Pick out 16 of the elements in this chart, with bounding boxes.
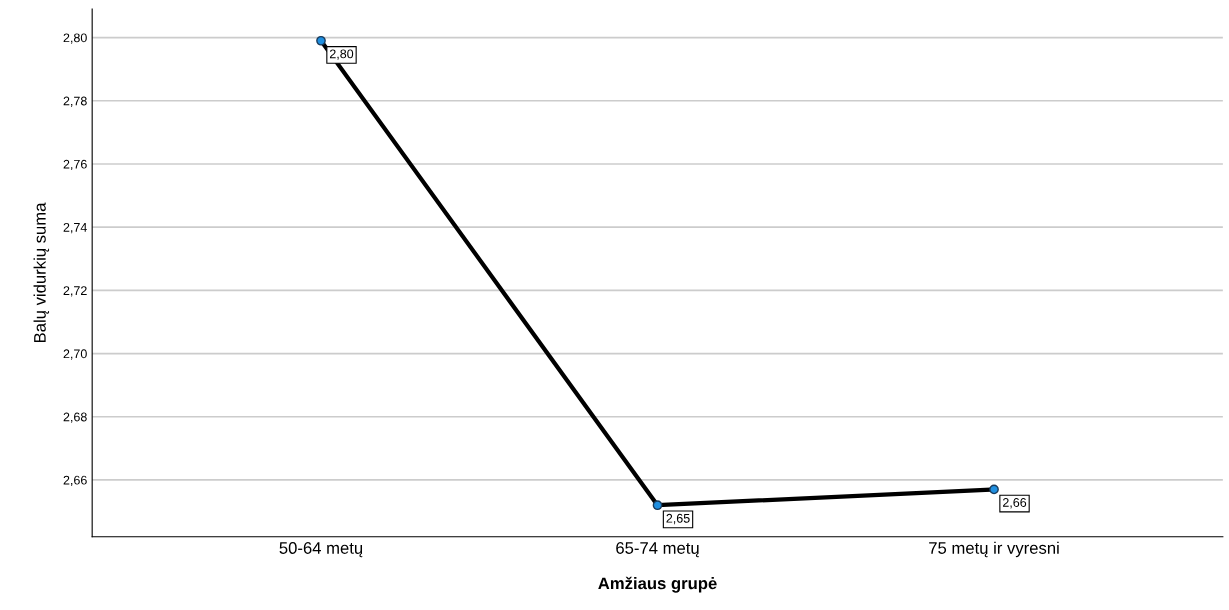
data-label: 2,65 [666, 513, 690, 525]
y-tick-label: 2,74 [63, 222, 87, 234]
y-axis-title: Balų vidurkių suma [33, 202, 50, 343]
y-tick-label: 2,76 [63, 159, 87, 171]
y-tick-label: 2,66 [63, 475, 87, 487]
data-label: 2,66 [1002, 498, 1027, 509]
data-label: 2,80 [329, 49, 354, 60]
y-tick-label: 2,72 [63, 286, 87, 297]
y-tick-label: 2,80 [63, 33, 87, 44]
x-tick-label: 65-74 metų [616, 542, 699, 558]
y-tick-label: 2,68 [63, 412, 87, 423]
x-tick-label: 75 metų ir vyresni [929, 541, 1059, 558]
y-tick-label: 2,70 [63, 349, 87, 360]
x-axis-title: Amžiaus grupė [598, 576, 717, 593]
x-tick-label: 50-64 metų [279, 542, 363, 558]
y-tick-label: 2,78 [63, 96, 87, 107]
